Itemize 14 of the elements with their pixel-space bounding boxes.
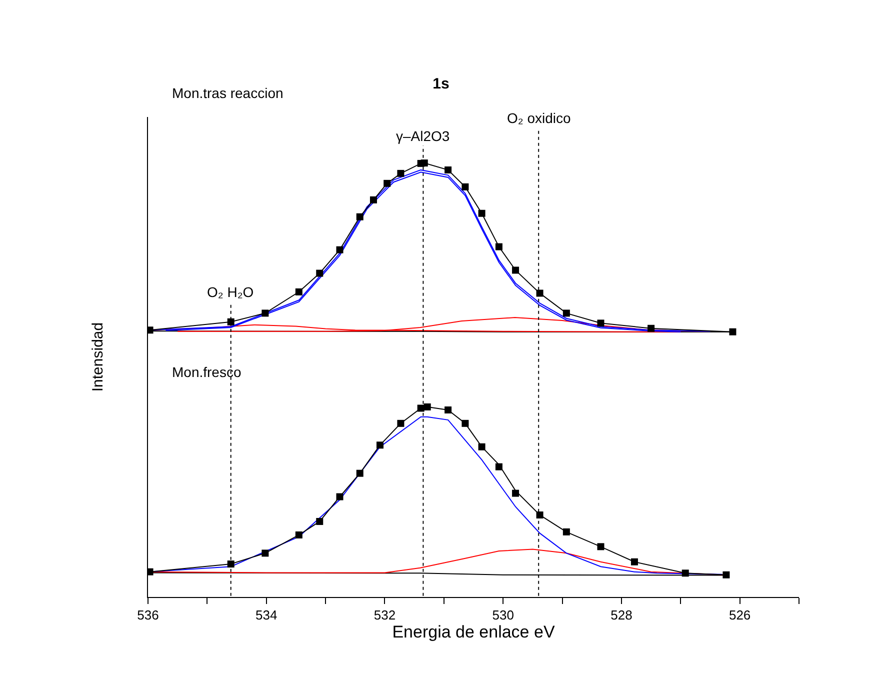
y-axis-title: Intensidad <box>89 322 106 392</box>
ref-line-label: O₂ H₂O <box>207 284 254 300</box>
x-tick-label: 536 <box>137 608 159 623</box>
x-tick-label: 532 <box>374 608 396 623</box>
x-tick-label: 526 <box>728 608 751 623</box>
x-tick-label: 530 <box>492 608 514 623</box>
x-axis-title: Energia de enlace eV <box>392 622 556 642</box>
x-tick-label: 528 <box>610 608 632 623</box>
annotation: Mon.fresco <box>172 364 242 380</box>
x-tick-label: 534 <box>256 608 278 623</box>
ref-line-label: O₂ oxidico <box>507 110 572 126</box>
text: Mon.tras reaccion <box>172 85 284 101</box>
chart-title: 1s <box>432 75 450 92</box>
ref-line-label: γ–Al2O3 <box>396 128 450 144</box>
